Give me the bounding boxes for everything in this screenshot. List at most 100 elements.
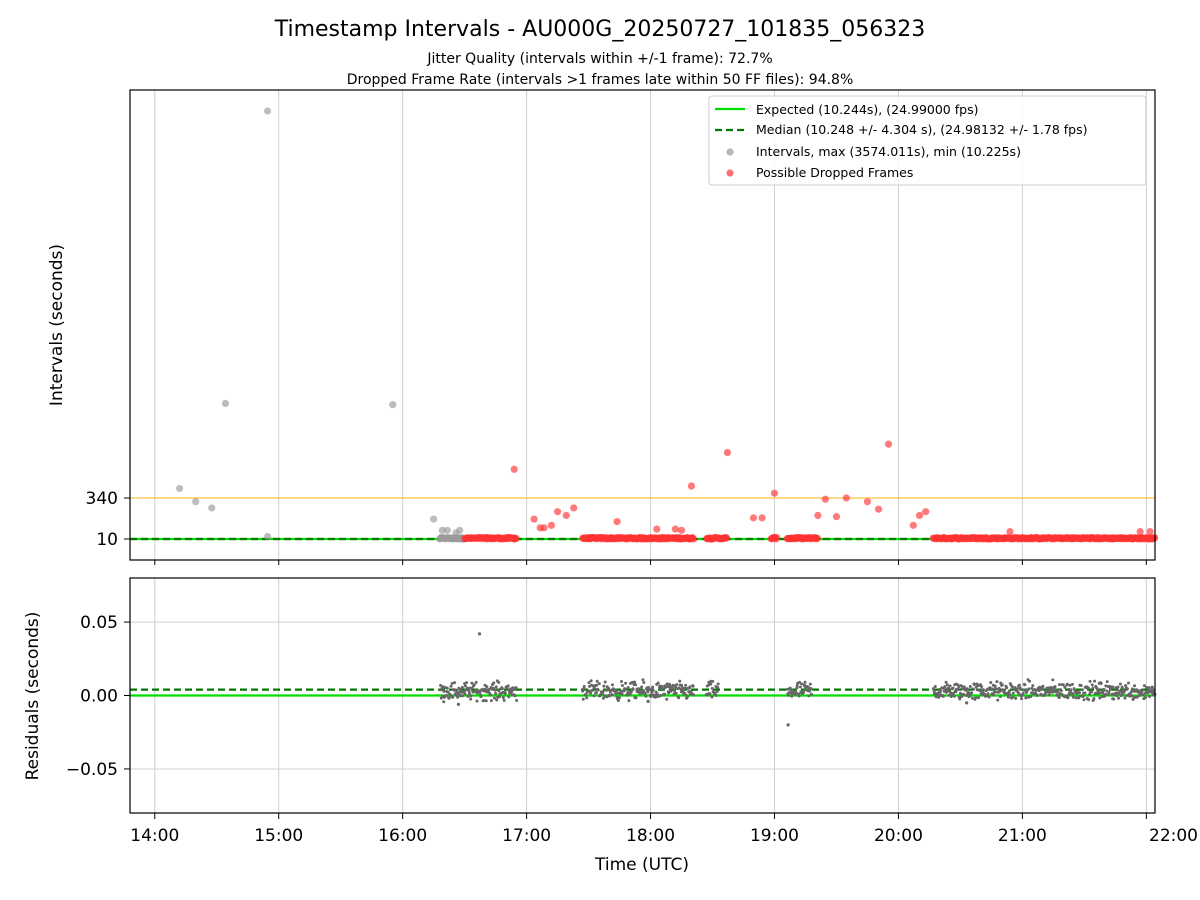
interval-point (175, 484, 184, 493)
residual-point (944, 680, 948, 684)
residual-point (513, 694, 517, 698)
residual-point (981, 688, 985, 692)
x-tick-label: 14:00 (130, 826, 179, 846)
residuals-plot: −0.050.000.05 14:00 15:00 16:00 17:00 18:00 1… (23, 577, 1198, 875)
residual-point (787, 693, 791, 697)
interval-point (389, 401, 397, 409)
residual-point (995, 680, 999, 684)
residual-point (1006, 695, 1010, 699)
residual-point (1140, 688, 1144, 692)
dropped-frame-point (863, 498, 872, 506)
residual-point (495, 698, 499, 702)
residual-point (1063, 685, 1067, 689)
interval-point (443, 526, 451, 534)
residual-point (1070, 682, 1074, 686)
residual-point (1080, 688, 1084, 692)
residual-point (601, 689, 605, 693)
dropped-frame-point (821, 495, 829, 503)
dropped-frame-point (510, 465, 518, 473)
residual-point (939, 689, 943, 693)
dropped-frame-point (613, 518, 621, 526)
residual-point (1142, 684, 1146, 688)
residual-point (1098, 696, 1102, 700)
residual-point (1088, 692, 1092, 696)
residual-point (1147, 694, 1151, 698)
residual-point (595, 683, 599, 687)
residual-point (993, 684, 997, 688)
residual-point (475, 699, 479, 703)
residual-point (484, 699, 488, 703)
residual-point (1139, 692, 1143, 696)
residual-point (450, 681, 454, 685)
interval-point (448, 535, 456, 543)
residual-point (961, 692, 965, 696)
residual-point (795, 686, 799, 690)
residual-point (455, 688, 459, 692)
intervals-points (175, 107, 1159, 543)
residual-point (589, 679, 593, 683)
residual-point (1129, 690, 1133, 694)
residual-point (998, 695, 1002, 699)
residual-point (606, 686, 610, 690)
residual-point (1068, 683, 1072, 687)
residual-point (483, 687, 487, 691)
residual-point (624, 681, 628, 685)
residual-point (485, 685, 489, 689)
residual-point (581, 697, 585, 701)
residual-point (991, 693, 995, 697)
residual-point (497, 695, 501, 699)
residual-point (1116, 685, 1120, 689)
legend: Expected (10.244s), (24.99000 fps) Media… (708, 95, 1147, 186)
dropped-frame-point (842, 494, 850, 502)
residual-point (941, 694, 945, 698)
residual-point (709, 682, 713, 686)
residual-point (503, 691, 507, 695)
legend-dropped-marker (726, 169, 734, 177)
residual-point (1109, 687, 1113, 691)
residual-point (659, 693, 663, 697)
residual-point (1000, 683, 1004, 687)
interval-point (263, 532, 272, 541)
residual-point (1102, 687, 1106, 691)
residual-point (454, 693, 458, 697)
residual-point (649, 693, 653, 697)
residual-point (582, 687, 586, 691)
residual-point (1005, 686, 1009, 690)
residual-point (994, 687, 998, 691)
residual-point (1037, 689, 1041, 693)
residual-point (1082, 698, 1086, 702)
x-tick-label: 19:00 (750, 826, 799, 846)
residual-point (465, 681, 469, 685)
residual-point (1035, 693, 1039, 697)
residual-point (646, 690, 650, 694)
residual-point (1023, 683, 1027, 687)
residual-point (1093, 679, 1097, 683)
residual-point (656, 681, 660, 685)
legend-intervals-label: Intervals, max (3574.011s), min (10.225s… (756, 144, 1021, 159)
residual-point (1150, 685, 1154, 689)
residual-point (978, 689, 982, 693)
residual-point (487, 687, 491, 691)
residuals-points (438, 632, 1157, 727)
residual-point (463, 692, 467, 696)
residual-point (642, 680, 646, 684)
residual-point (472, 683, 476, 687)
residual-point (798, 685, 802, 689)
residual-point (663, 692, 667, 696)
residual-point (592, 694, 596, 698)
residual-point (1095, 687, 1099, 691)
dropped-frame-point (553, 508, 562, 516)
residual-point (470, 686, 474, 690)
dropped-frame-point (1146, 527, 1154, 536)
residual-point (990, 687, 994, 691)
interval-point (221, 399, 230, 408)
residual-point (958, 691, 962, 695)
residual-point (1107, 690, 1111, 694)
residual-point (1081, 695, 1085, 699)
residual-point (1031, 684, 1035, 688)
residual-point (461, 694, 465, 698)
residual-point (605, 695, 609, 699)
dropped-frame-point (909, 521, 917, 529)
residual-point (608, 694, 612, 698)
dropped-frame-point (689, 535, 698, 543)
